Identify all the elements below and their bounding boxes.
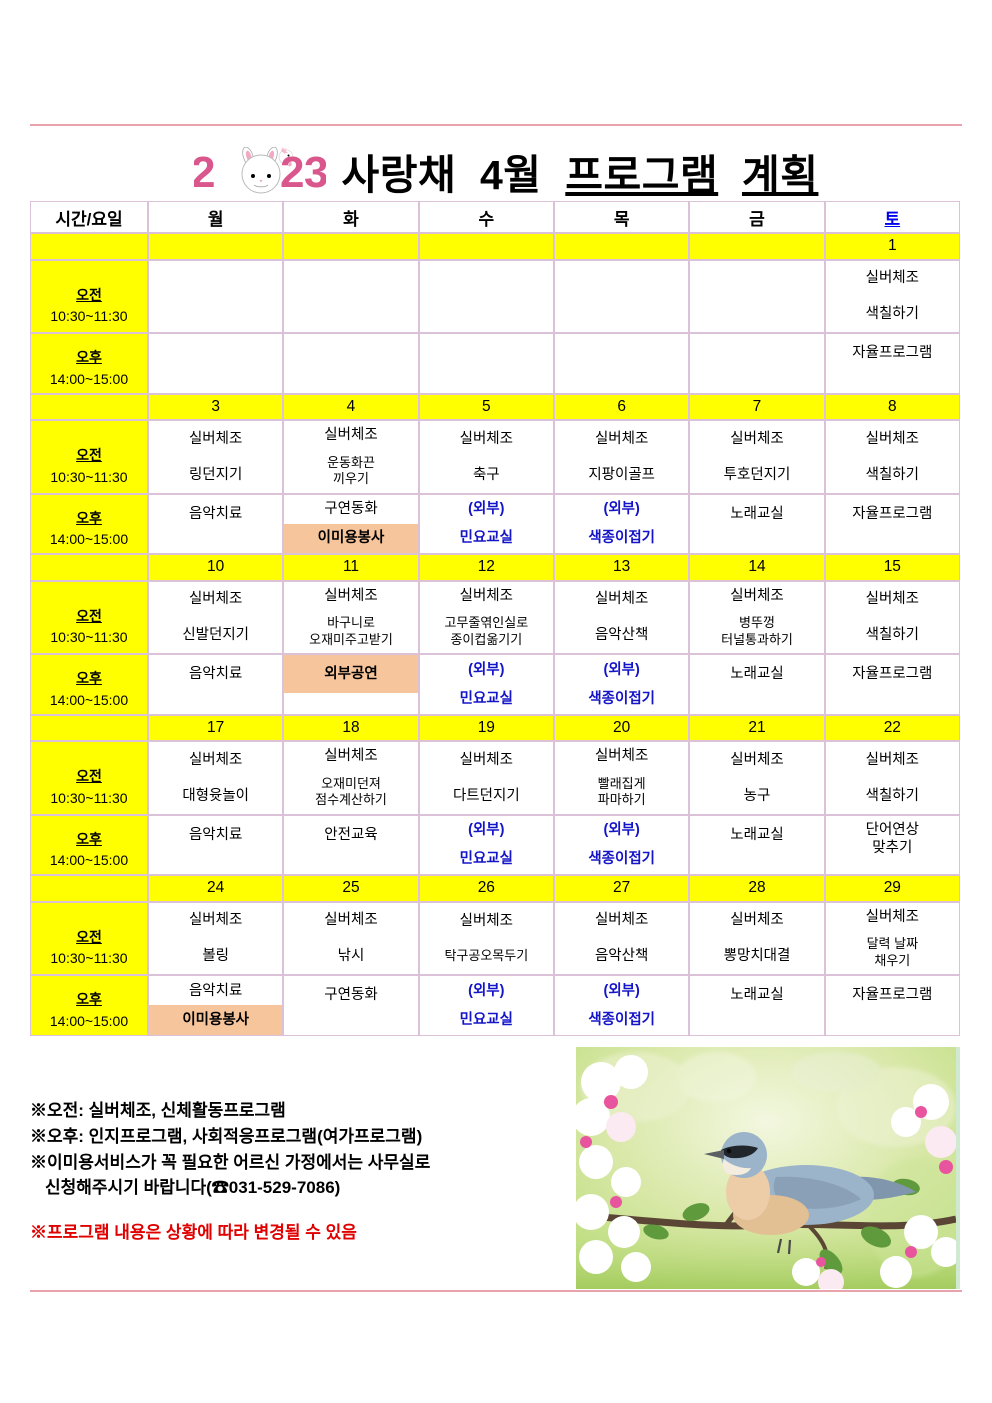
svg-text:2: 2 bbox=[194, 148, 215, 197]
svg-text:2: 2 bbox=[280, 148, 304, 197]
svg-text:3: 3 bbox=[304, 148, 326, 197]
